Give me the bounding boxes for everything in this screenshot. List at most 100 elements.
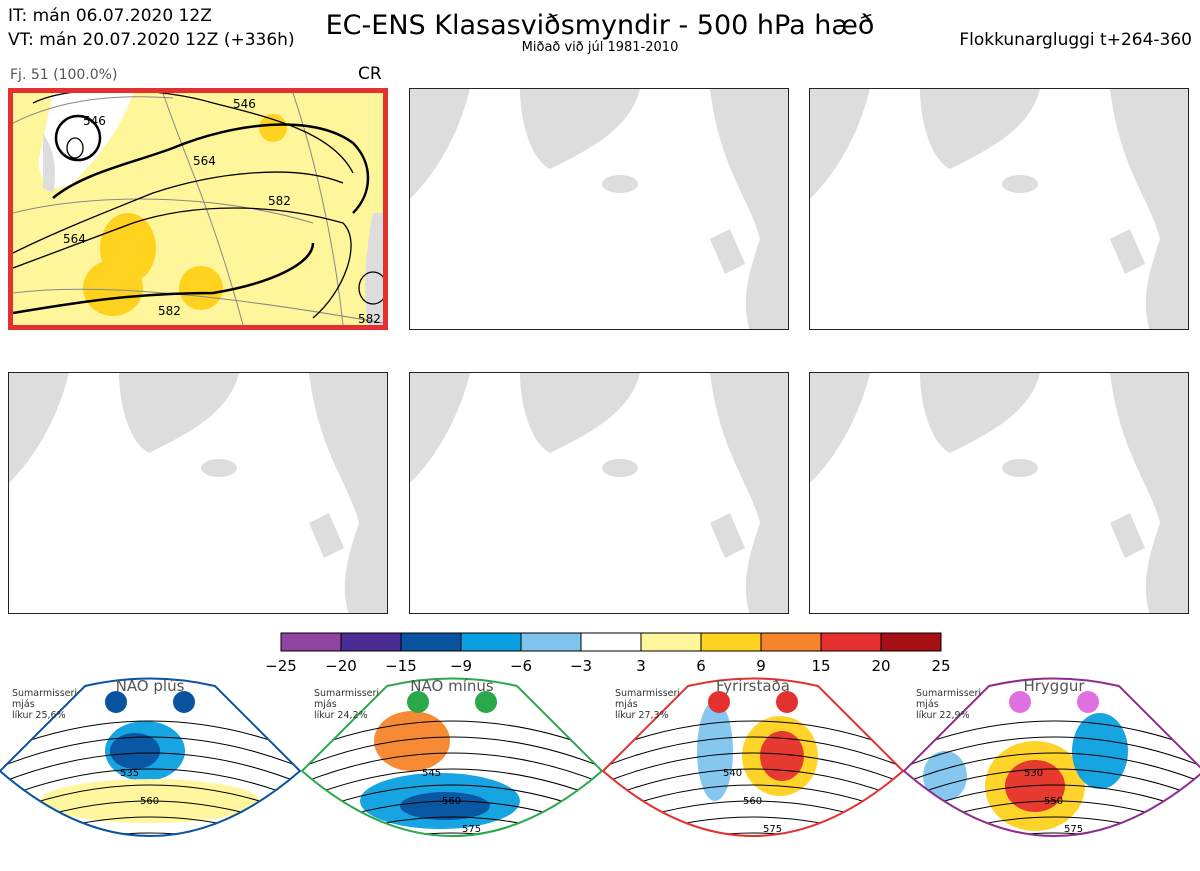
height-contour <box>0 832 300 836</box>
contour-label: 575 <box>1064 824 1083 835</box>
height-contour <box>904 736 1200 768</box>
height-contour <box>904 720 1200 752</box>
height-contour <box>302 720 602 752</box>
anomaly-region <box>697 701 733 801</box>
cluster-panel-5[interactable] <box>409 372 789 614</box>
colorbar-tick-label: −20 <box>325 657 357 675</box>
contour-label: 575 <box>462 824 481 835</box>
colorbar-tick-label: 20 <box>871 657 891 675</box>
pattern-title: Fyrirstaða <box>716 677 790 695</box>
height-contour <box>603 736 903 768</box>
page-title: EC-ENS Klasasviðsmyndir - 500 hPa hæð <box>325 10 875 41</box>
contour-label: 540 <box>723 768 742 779</box>
height-contour <box>0 720 300 752</box>
anomaly-region <box>1005 760 1065 812</box>
colorbar-segment <box>640 632 702 652</box>
empty-map-icon <box>810 373 1188 613</box>
cluster-panel-2[interactable] <box>409 88 789 330</box>
pattern-title: NAO mínus <box>410 677 494 695</box>
page-subtitle: Miðað við júl 1981-2010 <box>521 40 679 55</box>
cluster-panel-1[interactable]: 546 546 564 582 564 582 582 <box>8 88 388 330</box>
colorbar-tick-label: −3 <box>569 657 593 675</box>
valid-time: VT: mán 20.07.2020 12Z (+336h) <box>8 30 295 50</box>
contour-label: 530 <box>1024 768 1043 779</box>
anomaly-region <box>400 792 490 820</box>
height-contour <box>302 832 602 836</box>
colorbar-segment <box>280 632 342 652</box>
colorbar <box>280 632 942 652</box>
anomaly-region <box>923 751 967 801</box>
pattern-fan: 530 550 575 <box>902 677 1200 837</box>
contour-label: 582 <box>268 194 291 208</box>
contour-label: 546 <box>83 114 106 128</box>
pattern-marker-icon <box>1009 691 1031 713</box>
pattern-marker-icon <box>475 691 497 713</box>
colorbar-segment <box>820 632 882 652</box>
panel-1-count-label: Fj. 51 (100.0%) <box>10 67 118 83</box>
empty-map-icon <box>410 373 788 613</box>
height-contour <box>603 752 903 784</box>
height-contour <box>603 720 903 752</box>
colorbar-segment <box>580 632 642 652</box>
pattern-frame <box>902 677 1200 837</box>
height-contour <box>0 752 300 784</box>
contour-label: 564 <box>193 154 216 168</box>
contour-label: 560 <box>743 796 762 807</box>
empty-map-icon <box>810 89 1188 329</box>
height-contour <box>603 768 903 800</box>
colorbar-segment <box>700 632 762 652</box>
height-contour <box>0 768 300 800</box>
pattern-frame <box>300 677 604 837</box>
contour-label: 560 <box>140 796 159 807</box>
colorbar-segment <box>880 632 942 652</box>
empty-map-icon <box>9 373 387 613</box>
pattern-marker-icon <box>407 691 429 713</box>
height-contour <box>302 736 602 768</box>
cluster-panel-6[interactable] <box>809 372 1189 614</box>
pattern-marker-icon <box>1077 691 1099 713</box>
contour-label: 550 <box>1044 796 1063 807</box>
cluster-panel-3[interactable] <box>809 88 1189 330</box>
colorbar-segment <box>760 632 822 652</box>
colorbar-tick-label: −9 <box>449 657 473 675</box>
height-contour <box>302 752 602 784</box>
contour-label: 546 <box>233 97 256 111</box>
height-contour <box>904 832 1200 836</box>
colorbar-tick-label: −15 <box>385 657 417 675</box>
panel-1-code-label: CR <box>358 64 382 84</box>
height-contour <box>0 736 300 768</box>
pattern-frame <box>601 677 905 837</box>
pattern-fan: 545 560 575 <box>300 677 604 837</box>
empty-map-icon <box>410 89 788 329</box>
contour-label: 535 <box>120 768 139 779</box>
colorbar-tick-label: 6 <box>696 657 706 675</box>
cluster-1-map: 546 546 564 582 564 582 582 <box>13 93 383 325</box>
anomaly-region <box>110 733 160 769</box>
pattern-note: Sumarmisseri mjás líkur 27,3% <box>615 688 681 721</box>
pattern-marker-icon <box>105 691 127 713</box>
pattern-title: NAO plús <box>115 677 185 695</box>
height-contour <box>904 752 1200 784</box>
colorbar-segment <box>460 632 522 652</box>
pattern-fan: 540 560 575 <box>601 677 905 837</box>
contour-label: 582 <box>158 304 181 318</box>
pattern-marker-icon <box>173 691 195 713</box>
reference-patterns: 535 560 545 560 575 540 560 575 530 550 575 <box>0 677 1200 837</box>
pattern-fan: 535 560 <box>0 677 302 837</box>
colorbar-segment <box>520 632 582 652</box>
initial-time: IT: mán 06.07.2020 12Z <box>8 6 212 26</box>
classification-window: Flokkunargluggi t+264-360 <box>959 30 1192 50</box>
anomaly-region <box>760 731 804 781</box>
colorbar-segment <box>340 632 402 652</box>
pattern-frame <box>0 677 302 837</box>
contour-label: 582 <box>358 312 381 325</box>
pattern-marker-icon <box>776 691 798 713</box>
colorbar-tick-label: 3 <box>636 657 646 675</box>
contour-label: 575 <box>763 824 782 835</box>
colorbar-tick-label: 15 <box>811 657 831 675</box>
colorbar-tick-label: 9 <box>756 657 766 675</box>
cluster-panel-4[interactable] <box>8 372 388 614</box>
contour-label: 560 <box>442 796 461 807</box>
height-contour <box>904 768 1200 800</box>
colorbar-tick-label: −25 <box>265 657 297 675</box>
